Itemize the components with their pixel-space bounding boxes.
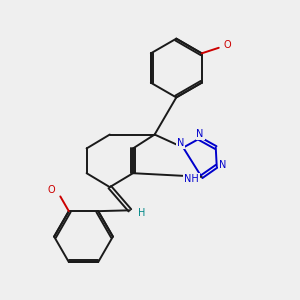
Text: N: N [219,160,226,170]
Text: N: N [177,138,184,148]
Text: NH: NH [184,174,199,184]
Text: O: O [47,184,55,195]
Text: H: H [138,208,145,218]
Text: O: O [224,40,231,50]
Text: N: N [196,129,204,139]
